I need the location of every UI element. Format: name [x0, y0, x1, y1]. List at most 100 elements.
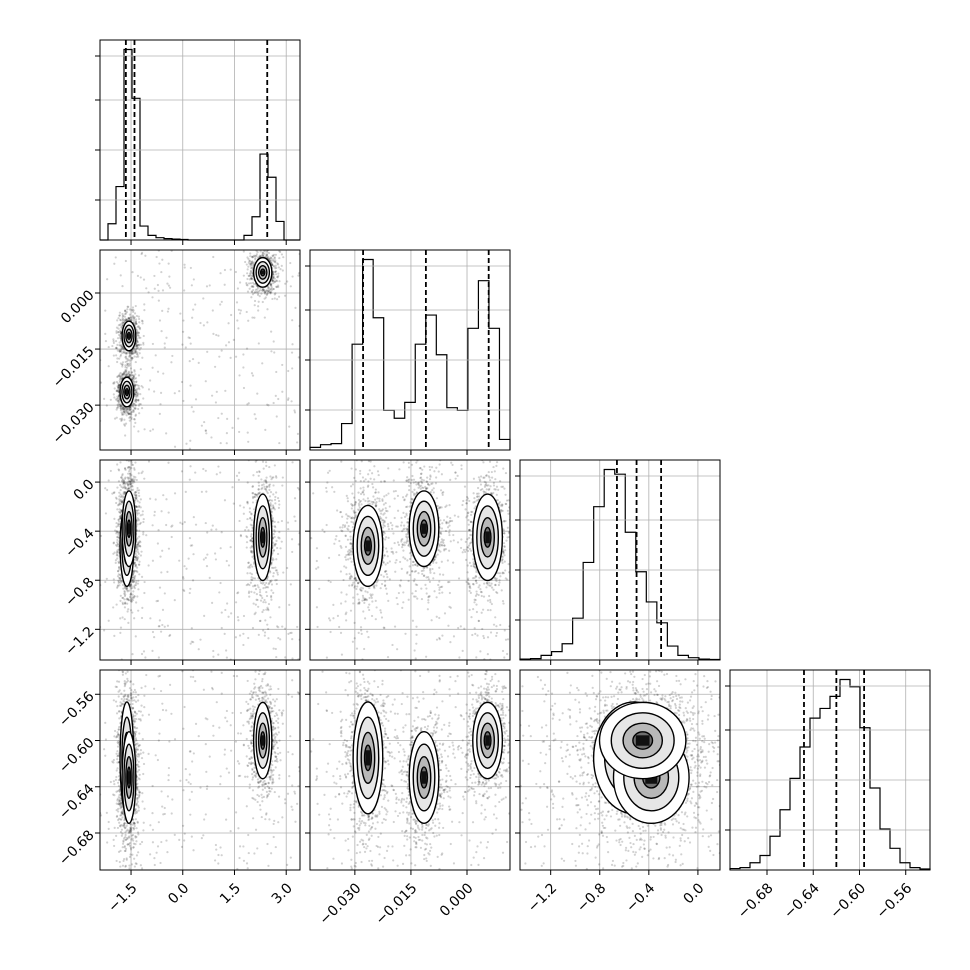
sample-point: [254, 603, 257, 606]
sample-point: [137, 430, 140, 433]
sample-point: [253, 413, 256, 416]
sample-point: [261, 254, 264, 257]
sample-point: [266, 491, 269, 495]
sample-point: [274, 542, 277, 545]
sample-point: [293, 411, 297, 414]
sample-point: [135, 558, 139, 561]
sample-point: [112, 338, 115, 341]
sample-point: [281, 476, 284, 479]
sample-point: [115, 380, 118, 384]
sample-point: [138, 560, 141, 563]
sample-point: [194, 398, 198, 401]
sample-point: [261, 253, 264, 256]
sample-point: [123, 351, 126, 354]
sample-point: [105, 577, 108, 580]
sample-point: [138, 336, 141, 339]
sample-point: [269, 503, 272, 506]
sample-point: [127, 454, 129, 456]
sample-point: [123, 407, 127, 410]
sample-point: [138, 343, 141, 346]
sample-point: [131, 478, 135, 481]
sample-point: [120, 500, 123, 503]
sample-point: [141, 513, 144, 516]
sample-point: [133, 406, 136, 410]
sample-point: [259, 255, 262, 258]
sample-point: [119, 515, 122, 518]
sample-point: [119, 349, 122, 352]
sample-point: [119, 377, 123, 380]
sample-point: [269, 475, 272, 478]
sample-point: [267, 609, 270, 612]
sample-point: [125, 598, 128, 601]
sample-point: [135, 580, 138, 583]
sample-point: [117, 570, 120, 573]
sample-point: [123, 418, 126, 421]
sample-point: [291, 657, 294, 660]
sample-point: [118, 350, 121, 353]
sample-point: [257, 484, 261, 487]
sample-point: [271, 559, 274, 562]
sample-point: [133, 384, 136, 387]
sample-point: [286, 398, 290, 401]
sample-point: [124, 310, 127, 313]
sample-point: [120, 346, 123, 349]
sample-point: [250, 260, 253, 264]
sample-point: [251, 537, 254, 540]
sample-point: [279, 267, 282, 271]
sample-point: [271, 566, 274, 569]
sample-point: [136, 486, 139, 490]
sample-point: [136, 523, 139, 526]
sample-point: [133, 316, 136, 319]
sample-point: [134, 320, 137, 323]
sample-point: [118, 403, 121, 406]
sample-point: [118, 508, 121, 511]
sample-point: [116, 397, 119, 400]
sample-point: [135, 347, 138, 351]
sample-point: [131, 352, 134, 355]
sample-point: [136, 351, 139, 354]
sample-point: [254, 255, 257, 258]
sample-point: [137, 386, 140, 389]
sample-point: [246, 500, 249, 503]
sample-point: [123, 410, 126, 414]
sample-point: [126, 308, 129, 311]
sample-point: [137, 331, 140, 335]
sample-point: [141, 470, 144, 473]
sample-point: [135, 344, 138, 347]
sample-point: [255, 470, 259, 474]
sample-point: [159, 391, 163, 394]
sample-point: [120, 417, 124, 420]
sample-point: [121, 405, 124, 408]
sample-point: [131, 314, 135, 317]
sample-point: [133, 570, 136, 573]
sample-point: [119, 517, 122, 520]
sample-point: [251, 264, 254, 267]
sample-point: [135, 344, 138, 347]
sample-point: [117, 579, 120, 582]
sample-point: [227, 615, 230, 618]
sample-point: [192, 553, 195, 556]
sample-point: [104, 339, 108, 343]
sample-point: [277, 636, 280, 640]
sample-point: [204, 429, 207, 433]
sample-point: [276, 546, 279, 550]
sample-point: [121, 345, 124, 348]
sample-point: [116, 375, 119, 378]
sample-point: [189, 439, 192, 442]
sample-point: [279, 250, 282, 254]
sample-point: [194, 303, 197, 306]
sample-point: [251, 374, 255, 377]
sample-point: [113, 517, 116, 521]
sample-point: [123, 592, 126, 595]
sample-point: [138, 494, 141, 497]
sample-point: [118, 314, 121, 317]
sample-point: [248, 564, 251, 568]
sample-point: [281, 625, 284, 628]
ytick-label: −0.030: [50, 399, 98, 447]
sample-point: [119, 409, 123, 412]
sample-point: [127, 316, 131, 320]
sample-point: [269, 490, 273, 494]
sample-point: [247, 319, 250, 322]
sample-point: [274, 270, 277, 273]
sample-point: [138, 489, 141, 492]
